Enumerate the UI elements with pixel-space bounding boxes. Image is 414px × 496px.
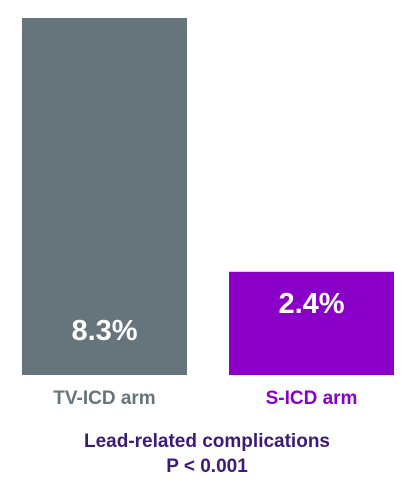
bars-group [22, 18, 394, 375]
value-label-s-icd-arm: 2.4% [278, 288, 344, 320]
value-label-tv-icd-arm: 8.3% [71, 315, 137, 347]
value-labels-group: 8.3% 2.4% [71, 288, 344, 347]
footer-title: Lead-related complications [84, 431, 330, 452]
bar-tv-icd-arm [22, 18, 187, 375]
category-label-s-icd-arm: S-ICD arm [266, 388, 358, 409]
category-label-tv-icd-arm: TV-ICD arm [53, 388, 155, 409]
bar-s-icd-arm [229, 271, 394, 375]
footer-pvalue: P < 0.001 [166, 456, 248, 477]
category-labels-group: TV-ICD arm S-ICD arm [53, 388, 357, 409]
